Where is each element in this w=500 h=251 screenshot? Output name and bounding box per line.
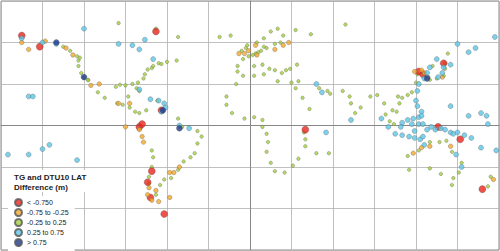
svg-text:< -0.750: < -0.750 xyxy=(27,199,53,206)
svg-text:Difference (m): Difference (m) xyxy=(14,183,68,192)
svg-text:> 0.75: > 0.75 xyxy=(27,239,47,246)
svg-text:TG and DTU10 LAT: TG and DTU10 LAT xyxy=(14,173,86,182)
svg-text:-0.75 to -0.25: -0.75 to -0.25 xyxy=(27,209,69,216)
svg-text:-0.25 to 0.25: -0.25 to 0.25 xyxy=(27,219,66,226)
svg-text:0.25 to 0.75: 0.25 to 0.75 xyxy=(27,229,64,236)
